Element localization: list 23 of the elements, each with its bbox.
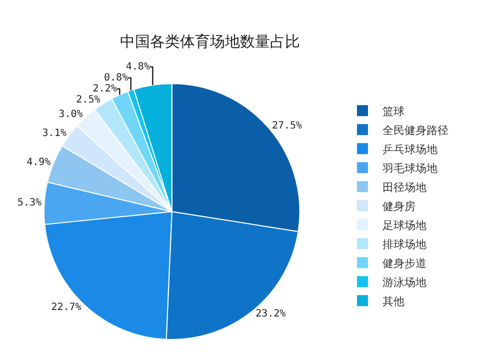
legend-label: 全民健身路径 bbox=[382, 124, 448, 137]
data-label: 3.1% bbox=[42, 128, 66, 139]
data-label: 27.5% bbox=[272, 120, 302, 132]
chart-title: 中国各类体育场地数量占比 bbox=[120, 32, 300, 51]
data-label: 5.3% bbox=[17, 198, 42, 209]
legend-label: 其他 bbox=[382, 294, 404, 308]
legend-label: 田径场地 bbox=[382, 180, 426, 194]
data-label: 23.2% bbox=[256, 308, 286, 320]
legend-label: 健身步道 bbox=[382, 256, 426, 270]
legend-label: 健身房 bbox=[382, 200, 416, 213]
data-label: 2.2% bbox=[92, 83, 117, 94]
data-label: 0.8% bbox=[104, 72, 128, 84]
data-label: 2.5% bbox=[76, 94, 100, 106]
legend-label: 游泳场地 bbox=[382, 276, 426, 289]
legend-label: 乒乓球场地 bbox=[382, 142, 438, 156]
data-label: 4.9% bbox=[26, 157, 51, 168]
legend-label: 足球场地 bbox=[382, 218, 426, 232]
data-label: 4.8% bbox=[126, 61, 150, 72]
data-label: 22.7% bbox=[51, 302, 82, 313]
data-label: 3.0% bbox=[58, 108, 83, 120]
legend-label: 羽毛球场地 bbox=[382, 162, 438, 175]
legend-label: 排球场地 bbox=[382, 238, 426, 251]
legend-label: 篮球 bbox=[382, 104, 404, 118]
